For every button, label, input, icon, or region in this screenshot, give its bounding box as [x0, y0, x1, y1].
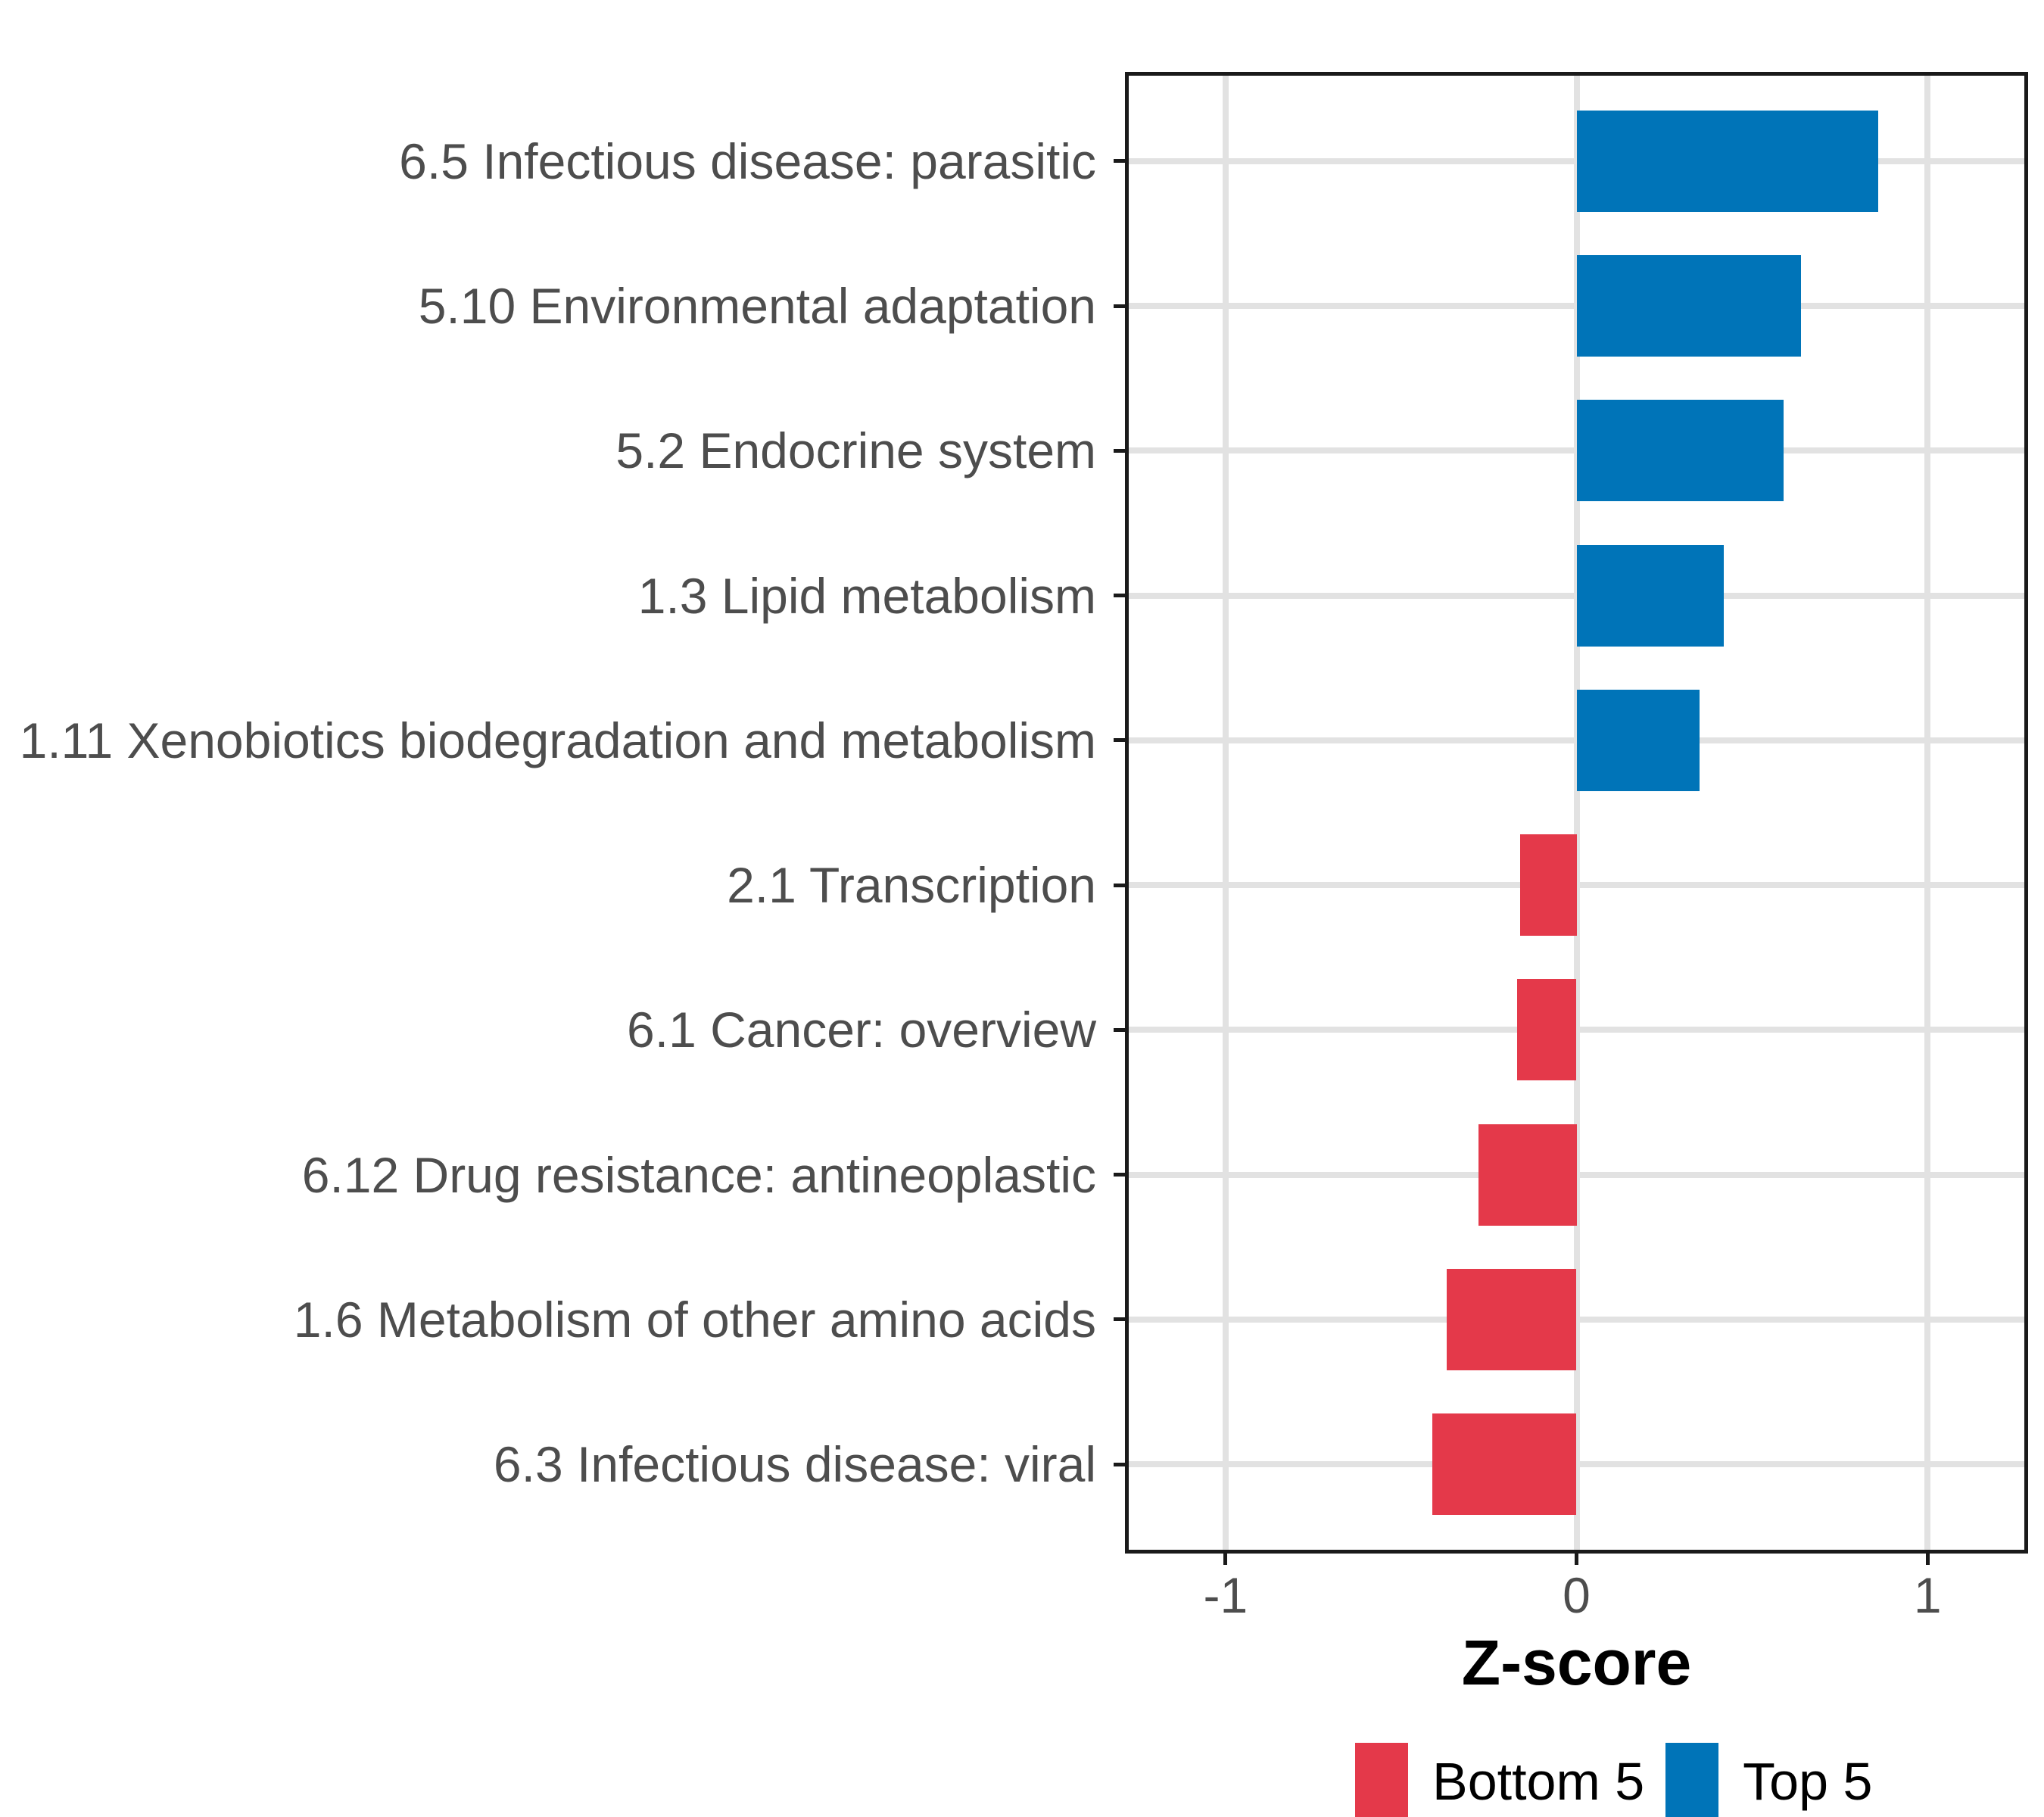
bar-top5: [1576, 400, 1784, 502]
bar-bottom5: [1516, 979, 1577, 1081]
y-axis-tick: [1114, 159, 1127, 164]
x-axis-tick: [1223, 1551, 1228, 1565]
y-axis-tick: [1114, 883, 1127, 887]
bar-top5: [1576, 110, 1879, 212]
y-axis-tick: [1114, 304, 1127, 308]
bar-bottom5: [1446, 1269, 1577, 1370]
bar-bottom5: [1520, 834, 1577, 937]
y-gridline: [1127, 1171, 2026, 1178]
y-axis-tick: [1114, 1027, 1127, 1032]
y-axis-tick: [1114, 1317, 1127, 1322]
y-gridline: [1127, 1461, 2026, 1468]
legend-swatch: [1665, 1743, 1719, 1817]
x-axis-tick: [1575, 1551, 1578, 1565]
legend-label: Bottom 5: [1432, 1752, 1645, 1811]
x-axis-tick: [1925, 1551, 1930, 1565]
legend: Bottom 5 Top 5: [1355, 1743, 1893, 1817]
y-gridline: [1127, 1316, 2026, 1323]
x-gridline: [1573, 74, 1580, 1551]
bar-top5: [1576, 255, 1802, 357]
y-axis-label: 5.2 Endocrine system: [615, 422, 1096, 479]
y-axis-label: 2.1 Transcription: [727, 857, 1096, 914]
y-axis-tick: [1114, 448, 1127, 453]
y-axis-tick: [1114, 1173, 1127, 1177]
x-axis-tick-label: 0: [1563, 1567, 1591, 1623]
y-axis-label: 6.1 Cancer: overview: [627, 1002, 1096, 1058]
bar-bottom5: [1478, 1124, 1577, 1226]
y-gridline: [1127, 1027, 2026, 1033]
y-axis-label: 5.10 Environmental adaptation: [418, 278, 1096, 335]
y-axis-label: 1.11 Xenobiotics biodegradation and meta…: [19, 712, 1096, 768]
y-gridline: [1127, 882, 2026, 889]
x-gridline: [1924, 74, 1931, 1551]
bar-top5: [1576, 689, 1700, 791]
legend-item: Top 5: [1665, 1743, 1872, 1817]
x-axis-tick-label: -1: [1203, 1567, 1248, 1623]
y-axis-tick: [1114, 594, 1127, 598]
y-axis-tick: [1114, 738, 1127, 743]
y-axis-label: 6.3 Infectious disease: viral: [493, 1436, 1096, 1493]
legend-swatch: [1355, 1743, 1408, 1817]
x-axis-title: Z-score: [1461, 1627, 1692, 1698]
legend-label: Top 5: [1743, 1752, 1873, 1811]
bar-bottom5: [1432, 1413, 1577, 1516]
legend-item: Bottom 5: [1355, 1743, 1644, 1817]
y-axis-label: 1.6 Metabolism of other amino acids: [293, 1291, 1096, 1348]
y-axis-label: 6.12 Drug resistance: antineoplastic: [301, 1146, 1096, 1203]
bar-top5: [1576, 544, 1725, 647]
x-axis-tick-label: 1: [1913, 1567, 1942, 1623]
y-axis-tick: [1114, 1462, 1127, 1466]
x-gridline: [1222, 74, 1229, 1551]
y-axis-label: 6.5 Infectious disease: parasitic: [399, 132, 1096, 189]
y-axis-label: 1.3 Lipid metabolism: [637, 567, 1096, 624]
